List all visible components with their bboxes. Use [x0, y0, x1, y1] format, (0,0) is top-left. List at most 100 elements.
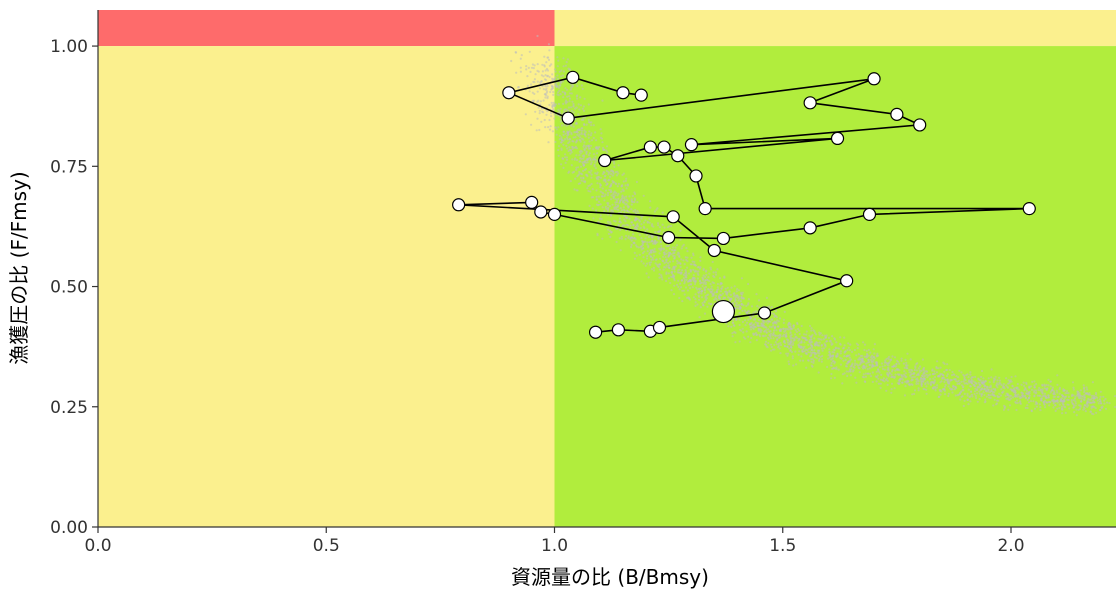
cloud-point [979, 388, 982, 391]
cloud-point [687, 280, 691, 283]
trajectory-point [662, 230, 676, 245]
cloud-point [697, 291, 701, 294]
cloud-point [533, 78, 537, 81]
cloud-point [903, 370, 906, 373]
cloud-point [552, 107, 555, 111]
cloud-point [846, 354, 849, 357]
cloud-point [919, 376, 923, 380]
cloud-point [697, 265, 700, 269]
cloud-point [716, 268, 719, 271]
cloud-point [581, 87, 584, 90]
cloud-point [932, 377, 935, 380]
cloud-point [641, 241, 644, 244]
cloud-point [812, 361, 815, 364]
cloud-point [649, 206, 652, 209]
cloud-point [575, 140, 578, 143]
cloud-point [766, 322, 769, 325]
cloud-point [676, 283, 679, 286]
cloud-point [605, 189, 608, 192]
cloud-point [890, 373, 893, 376]
cloud-point [676, 259, 679, 263]
cloud-point [673, 251, 676, 254]
cloud-point [770, 326, 773, 329]
cloud-point [589, 159, 592, 162]
cloud-point [797, 353, 800, 356]
cloud-point [646, 221, 649, 224]
trajectory-point [611, 323, 626, 337]
cloud-point [726, 286, 729, 289]
cloud-point [514, 51, 517, 54]
cloud-point [1015, 408, 1018, 412]
cloud-point [778, 347, 781, 350]
cloud-point [904, 380, 907, 383]
cloud-point [836, 347, 839, 350]
cloud-point [994, 389, 997, 392]
cloud-point [563, 138, 567, 141]
cloud-point [534, 73, 537, 76]
cloud-point [958, 369, 961, 372]
cloud-point [875, 380, 878, 383]
cloud-point [560, 124, 564, 127]
cloud-point [786, 354, 789, 357]
cloud-point [715, 294, 718, 297]
cloud-point [912, 373, 915, 376]
cloud-point [1099, 390, 1102, 393]
cloud-point [872, 358, 875, 362]
cloud-point [572, 146, 576, 149]
cloud-point [1072, 406, 1075, 409]
cloud-point [510, 59, 513, 63]
cloud-point [767, 305, 771, 308]
cloud-point [682, 259, 685, 262]
cloud-point [544, 69, 547, 72]
cloud-point [696, 288, 699, 291]
cloud-point [747, 302, 750, 305]
cloud-point [638, 219, 641, 222]
cloud-point [865, 362, 868, 365]
cloud-point [629, 224, 632, 227]
cloud-point [958, 391, 962, 395]
cloud-point [544, 126, 547, 129]
cloud-point [706, 305, 709, 308]
cloud-point [585, 152, 588, 155]
cloud-point [967, 376, 970, 379]
cloud-point [582, 157, 585, 160]
cloud-point [558, 134, 561, 137]
cloud-point [584, 133, 587, 136]
cloud-point [558, 70, 561, 73]
cloud-point [894, 369, 897, 372]
cloud-point [966, 392, 969, 395]
cloud-point [567, 171, 570, 174]
cloud-point [1023, 389, 1026, 392]
cloud-point [1010, 375, 1013, 379]
cloud-point [736, 288, 739, 291]
cloud-point [946, 381, 949, 384]
cloud-point [623, 197, 626, 200]
cloud-point [1002, 408, 1006, 411]
cloud-point [734, 341, 737, 344]
cloud-point [575, 166, 578, 169]
cloud-point [839, 363, 843, 366]
cloud-point [913, 389, 917, 392]
cloud-point [580, 131, 583, 135]
cloud-point [1054, 404, 1057, 407]
cloud-point [532, 67, 535, 70]
cloud-point [1010, 380, 1013, 383]
cloud-point [733, 294, 737, 297]
cloud-point [566, 147, 569, 150]
cloud-point [599, 128, 602, 131]
cloud-point [590, 144, 593, 147]
cloud-point [718, 277, 722, 280]
cloud-point [678, 268, 681, 271]
cloud-point [800, 355, 803, 358]
cloud-point [998, 395, 1001, 398]
cloud-point [579, 157, 582, 160]
cloud-point [671, 273, 675, 277]
cloud-point [740, 329, 743, 332]
cloud-point [588, 170, 591, 174]
cloud-point [599, 186, 602, 189]
cloud-point [740, 297, 743, 300]
cloud-point [805, 333, 808, 336]
cloud-point [582, 180, 585, 183]
cloud-point [925, 385, 928, 388]
cloud-point [829, 339, 832, 342]
